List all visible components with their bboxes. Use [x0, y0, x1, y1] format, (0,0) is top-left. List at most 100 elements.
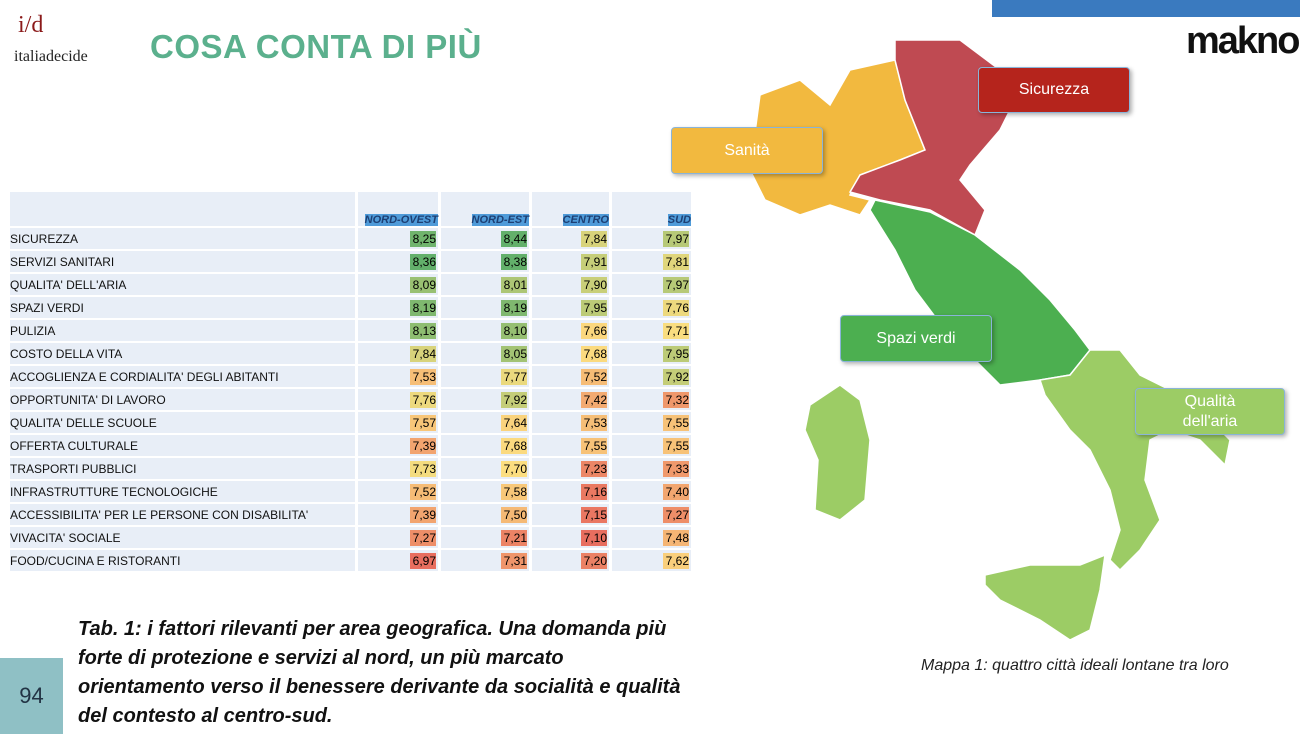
value-cell: 7,64 [441, 412, 529, 433]
value-cell: 7,48 [612, 527, 691, 548]
gap [529, 435, 532, 456]
value-text: 8,44 [501, 230, 527, 247]
value-cell: 6,97 [358, 550, 438, 571]
gap [438, 192, 441, 226]
row-label: SPAZI VERDI [10, 297, 355, 318]
value-cell: 7,73 [358, 458, 438, 479]
gap [609, 550, 612, 571]
row-label: ACCOGLIENZA E CORDIALITA' DEGLI ABITANTI [10, 366, 355, 387]
gap [355, 389, 358, 410]
map-label: Sanità [671, 127, 823, 174]
gap [355, 412, 358, 433]
value-text: 7,64 [501, 414, 527, 431]
value-text: 7,73 [410, 460, 436, 477]
table-row: ACCESSIBILITA' PER LE PERSONE CON DISABI… [10, 504, 691, 525]
value-text: 7,48 [663, 529, 689, 546]
table-row: COSTO DELLA VITA 7,84 8,05 7,68 7,95 [10, 343, 691, 364]
gap [438, 435, 441, 456]
header-cell [10, 192, 355, 226]
value-text: 7,90 [581, 276, 607, 293]
gap [438, 274, 441, 295]
value-text: 7,68 [581, 345, 607, 362]
page-number: 94 [0, 658, 63, 734]
value-cell: 7,90 [532, 274, 609, 295]
gap [609, 458, 612, 479]
value-cell: 7,53 [532, 412, 609, 433]
value-cell: 8,01 [441, 274, 529, 295]
row-label: VIVACITA' SOCIALE [10, 527, 355, 548]
table-caption: Tab. 1: i fattori rilevanti per area geo… [78, 618, 681, 727]
value-text: 7,39 [410, 437, 436, 454]
value-text: 7,52 [410, 483, 436, 500]
gap [355, 366, 358, 387]
value-text: 7,58 [501, 483, 527, 500]
gap [529, 274, 532, 295]
row-label: QUALITA' DELL'ARIA [10, 274, 355, 295]
value-text: 7,33 [663, 460, 689, 477]
gap [609, 274, 612, 295]
gap [355, 320, 358, 341]
gap [355, 550, 358, 571]
partner-logo: makno [1186, 20, 1300, 62]
value-cell: 7,76 [358, 389, 438, 410]
column-header-text: NORD-OVEST [364, 214, 438, 226]
gap [529, 192, 532, 226]
value-cell: 8,36 [358, 251, 438, 272]
value-cell: 8,19 [358, 297, 438, 318]
value-text: 7,95 [581, 299, 607, 316]
gap [355, 504, 358, 525]
gap [529, 527, 532, 548]
gap [529, 550, 532, 571]
value-cell: 7,84 [358, 343, 438, 364]
value-cell: 7,27 [612, 504, 691, 525]
value-text: 7,32 [663, 391, 689, 408]
gap [609, 389, 612, 410]
value-text: 7,27 [663, 506, 689, 523]
value-cell: 8,19 [441, 297, 529, 318]
region-sicilia [984, 553, 1106, 641]
gap [609, 251, 612, 272]
value-cell: 8,09 [358, 274, 438, 295]
value-text: 7,40 [663, 483, 689, 500]
value-cell: 7,55 [532, 435, 609, 456]
value-text: 7,92 [663, 368, 689, 385]
value-text: 7,57 [410, 414, 436, 431]
gap [438, 343, 441, 364]
value-text: 7,23 [581, 460, 607, 477]
gap [529, 412, 532, 433]
column-header: NORD-EST [441, 192, 529, 226]
value-text: 7,52 [581, 368, 607, 385]
value-cell: 7,97 [612, 274, 691, 295]
value-text: 7,16 [581, 483, 607, 500]
table-row: FOOD/CUCINA E RISTORANTI 6,97 7,31 7,20 7,62 [10, 550, 691, 571]
map-label: Qualità dell'aria [1135, 388, 1285, 435]
value-cell: 7,55 [612, 435, 691, 456]
logo-mark: i/d [18, 12, 44, 38]
value-cell: 7,31 [441, 550, 529, 571]
value-text: 7,76 [410, 391, 436, 408]
gap [438, 504, 441, 525]
value-text: 8,36 [410, 253, 436, 270]
gap [355, 458, 358, 479]
gap [355, 343, 358, 364]
value-cell: 7,10 [532, 527, 609, 548]
value-cell: 7,33 [612, 458, 691, 479]
value-cell: 7,42 [532, 389, 609, 410]
gap [609, 228, 612, 249]
value-text: 7,53 [581, 414, 607, 431]
value-cell: 7,50 [441, 504, 529, 525]
row-label: PULIZIA [10, 320, 355, 341]
map-label: Spazi verdi [840, 315, 992, 362]
gap [438, 366, 441, 387]
gap [609, 343, 612, 364]
value-text: 7,31 [501, 552, 527, 569]
gap [529, 343, 532, 364]
column-header: SUD [612, 192, 691, 226]
value-cell: 7,68 [532, 343, 609, 364]
top-bar [992, 0, 1300, 17]
value-text: 7,84 [410, 345, 436, 362]
value-cell: 8,10 [441, 320, 529, 341]
value-text: 7,39 [410, 506, 436, 523]
gap [529, 504, 532, 525]
value-text: 8,01 [501, 276, 527, 293]
